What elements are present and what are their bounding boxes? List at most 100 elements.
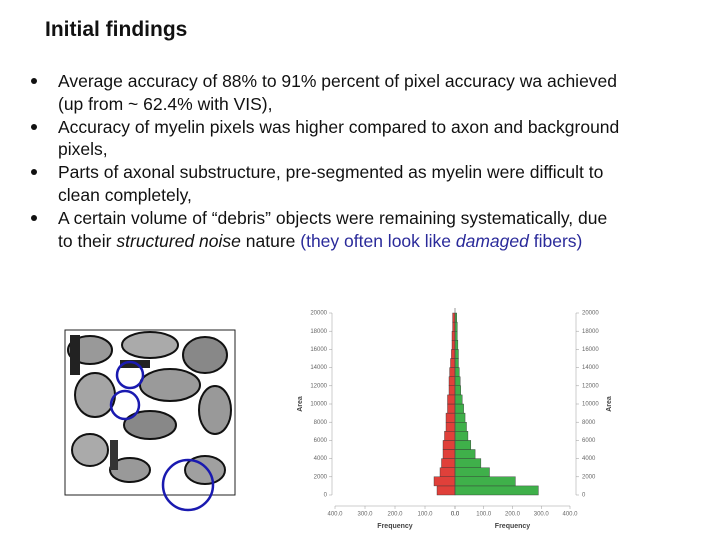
y-tick-label: 10000 <box>310 402 327 408</box>
y-axis-label: Area <box>297 396 304 412</box>
text-run: nature <box>240 230 301 251</box>
bullet-line: to their structured noise nature (they o… <box>58 230 582 252</box>
y-tick-label: 18000 <box>582 329 599 335</box>
x-tick-label: 0.0 <box>451 512 460 518</box>
bullet-line: clean completely, <box>58 184 192 206</box>
histogram-bar <box>451 340 456 350</box>
text-run: clean completely, <box>58 185 192 205</box>
bullet-line: Accuracy of myelin pixels was higher com… <box>58 116 619 138</box>
y-axis-label: Area <box>606 396 613 412</box>
histogram-bar <box>447 394 456 405</box>
bullet-marker <box>31 169 37 176</box>
histogram-bar <box>454 431 469 441</box>
y-tick-label: 10000 <box>582 402 599 408</box>
histogram-bar <box>441 458 456 468</box>
y-tick-label: 4000 <box>314 456 328 462</box>
bullet-line: A certain volume of “debris” objects wer… <box>58 207 607 229</box>
y-tick-label: 16000 <box>310 347 327 353</box>
y-tick-label: 20000 <box>310 311 327 317</box>
y-tick-label: 2000 <box>314 474 328 480</box>
x-tick-label: 400.0 <box>327 512 343 518</box>
histogram-bar <box>451 331 456 341</box>
histogram-bar <box>454 367 460 377</box>
histogram-bar <box>454 485 539 496</box>
y-tick-label: 8000 <box>314 420 328 426</box>
histogram-bar <box>454 403 464 414</box>
y-tick-label: 0 <box>324 493 328 499</box>
bullet-line: (up from ~ 62.4% with VIS), <box>58 93 272 115</box>
text-run: structured noise <box>116 230 241 251</box>
histogram-bar <box>454 412 466 423</box>
bullet-marker <box>31 78 37 84</box>
x-axis-label: Frequency <box>495 523 531 530</box>
histogram-bar <box>454 449 476 459</box>
text-run: Accuracy of myelin pixels was higher com… <box>58 116 620 137</box>
x-tick-label: 300.0 <box>357 512 373 518</box>
bullet-line: Parts of axonal substructure, pre-segmen… <box>58 161 603 183</box>
histogram-bar <box>433 476 456 487</box>
histogram-bar <box>436 485 456 496</box>
histogram-bar <box>454 476 516 487</box>
histogram-bar <box>448 376 456 387</box>
histogram-bar <box>452 321 456 332</box>
text-run: (they often look like <box>300 230 456 251</box>
y-tick-label: 16000 <box>582 347 599 353</box>
histogram-bar <box>454 340 459 350</box>
histogram-figure: 0 2000 4000 6000 8000 10000 12000 14000 16000 180… <box>297 308 613 530</box>
histogram-bar <box>445 412 456 423</box>
histogram-bar <box>454 458 482 468</box>
y-tick-label: 12000 <box>582 383 599 389</box>
x-axis-label: Frequency <box>377 523 413 530</box>
y-tick-label: 12000 <box>310 383 327 389</box>
histogram-bar <box>449 367 456 377</box>
histogram-bar <box>454 358 459 368</box>
bullet-line: Average accuracy of 88% to 91% percent o… <box>58 70 617 92</box>
histogram-bar <box>445 422 456 432</box>
histogram-bar <box>454 321 458 332</box>
y-tick-label: 0 <box>582 493 586 499</box>
x-tick-label: 400.0 <box>562 512 578 518</box>
histogram-bar <box>444 431 456 441</box>
y-tick-label: 6000 <box>314 438 328 444</box>
microscopy-image <box>64 329 236 512</box>
y-tick-label: 2000 <box>582 474 596 480</box>
histogram-bar <box>451 349 456 359</box>
histogram-bar <box>447 403 456 414</box>
x-tick-label: 200.0 <box>505 512 521 518</box>
y-tick-label: 4000 <box>582 456 596 462</box>
histogram-bar <box>454 422 467 432</box>
histogram-bar <box>442 440 456 450</box>
histogram-bar <box>454 467 490 478</box>
histogram-bar <box>450 358 456 368</box>
x-tick-label: 200.0 <box>387 512 403 518</box>
text-run: (up from ~ 62.4% with VIS), <box>58 93 273 114</box>
bullet-marker <box>31 123 37 130</box>
x-tick-label: 100.0 <box>417 512 433 518</box>
x-tick-label: 0.0 <box>451 512 460 518</box>
y-tick-label: 14000 <box>310 365 327 371</box>
histogram-bar <box>448 385 456 396</box>
y-tick-label: 6000 <box>582 438 596 444</box>
histogram-bar <box>454 440 472 450</box>
text-run: fibers) <box>528 230 583 251</box>
text-run: damaged <box>455 230 529 251</box>
histogram-bar <box>454 331 458 341</box>
text-run: A certain volume of “debris” objects wer… <box>58 207 608 228</box>
histogram-bar <box>442 449 456 459</box>
x-tick-label: 100.0 <box>476 512 492 518</box>
histogram-bar <box>454 385 461 396</box>
histogram-bar <box>452 312 456 323</box>
y-tick-label: 20000 <box>582 311 599 317</box>
y-tick-label: 14000 <box>582 365 599 371</box>
bullet-marker <box>31 214 37 221</box>
text-run: Parts of axonal substructure, pre-segmen… <box>58 162 604 183</box>
histogram-bar <box>439 467 456 478</box>
y-tick-label: 18000 <box>310 329 327 335</box>
histogram-bar <box>454 349 459 359</box>
histogram-bar <box>454 376 461 387</box>
x-tick-label: 300.0 <box>534 512 550 518</box>
slide-title: Initial findings <box>45 18 188 41</box>
text-run: to their <box>58 230 117 251</box>
